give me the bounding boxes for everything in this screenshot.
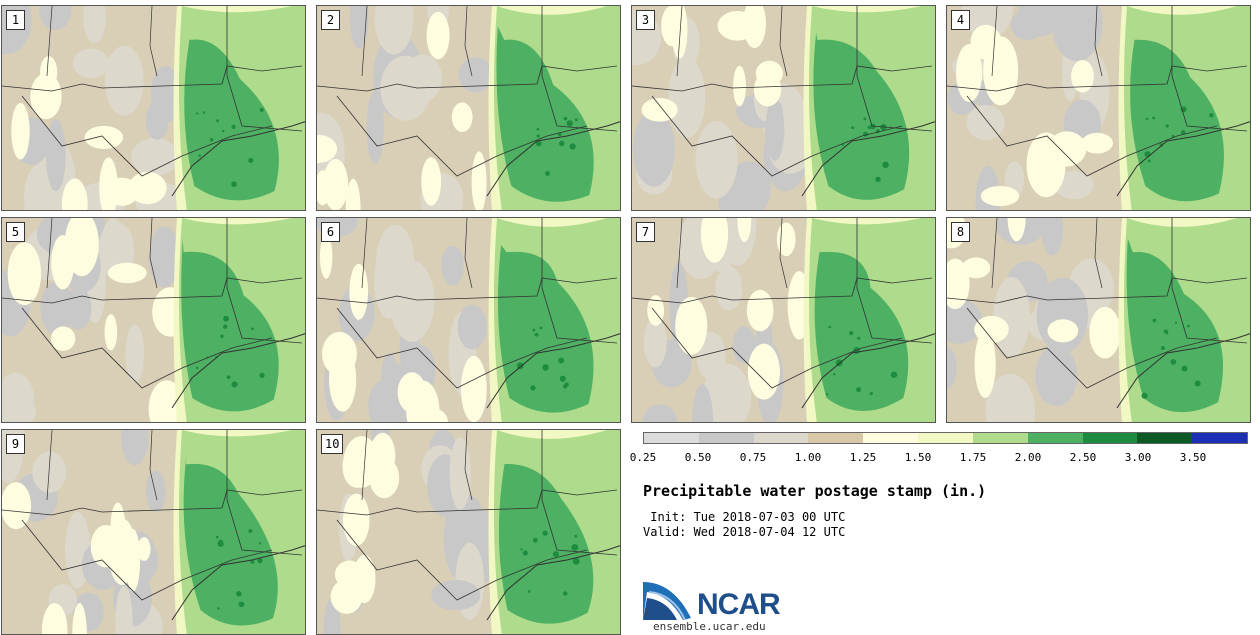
colorbar-tick-label: 2.00 <box>1014 451 1042 464</box>
valid-time: Valid: Wed 2018-07-04 12 UTC <box>643 525 846 539</box>
postage-stamp-panel: 8 <box>946 217 1251 423</box>
postage-stamp-panel: 1 <box>1 5 306 211</box>
panel-number-label: 9 <box>6 434 25 454</box>
colorbar-tick-label: 3.50 <box>1179 451 1207 464</box>
panel-number-label: 5 <box>6 222 25 242</box>
postage-stamp-panel: 4 <box>946 5 1251 211</box>
colorbar-swatch <box>972 433 1028 443</box>
colorbar-tick-label: 0.75 <box>739 451 767 464</box>
panel-number-label: 7 <box>636 222 655 242</box>
init-time: Init: Tue 2018-07-03 00 UTC <box>643 510 846 524</box>
precip-water-map <box>317 218 620 422</box>
colorbar-swatch <box>698 433 754 443</box>
panel-number-label: 1 <box>6 10 25 30</box>
precip-water-map <box>632 218 935 422</box>
colorbar <box>643 432 1248 444</box>
postage-stamp-panel: 3 <box>631 5 936 211</box>
colorbar-tick-label: 1.25 <box>849 451 877 464</box>
colorbar-tick-label: 0.25 <box>629 451 657 464</box>
colorbar-swatch <box>918 433 973 443</box>
precip-water-map <box>317 430 620 634</box>
postage-stamp-panel: 2 <box>316 5 621 211</box>
postage-stamp-panel: 9 <box>1 429 306 635</box>
precip-water-map <box>947 218 1250 422</box>
colorbar-tick-label: 1.75 <box>959 451 987 464</box>
panel-number-label: 10 <box>321 434 344 454</box>
precip-water-map <box>632 6 935 210</box>
colorbar-tick-label: 1.50 <box>904 451 932 464</box>
ncar-logo-icon <box>643 582 691 620</box>
postage-stamp-panel: 7 <box>631 217 936 423</box>
colorbar-swatch <box>863 433 919 443</box>
panel-number-label: 6 <box>321 222 340 242</box>
panel-number-label: 8 <box>951 222 970 242</box>
colorbar-tick-label: 3.00 <box>1124 451 1152 464</box>
precip-water-map <box>2 218 305 422</box>
colorbar-swatch <box>1082 433 1138 443</box>
site-url: ensemble.ucar.edu <box>653 620 766 633</box>
precip-water-map <box>317 6 620 210</box>
panel-number-label: 4 <box>951 10 970 30</box>
postage-stamp-panel: 6 <box>316 217 621 423</box>
colorbar-tick-label: 0.50 <box>684 451 712 464</box>
postage-stamp-panel: 5 <box>1 217 306 423</box>
panel-number-label: 2 <box>321 10 340 30</box>
colorbar-tick-label: 1.00 <box>794 451 822 464</box>
colorbar-swatch <box>1027 433 1083 443</box>
precip-water-map <box>2 430 305 634</box>
precip-water-map <box>947 6 1250 210</box>
colorbar-swatch <box>753 433 809 443</box>
chart-title: Precipitable water postage stamp (in.) <box>643 482 987 500</box>
colorbar-swatch <box>808 433 864 443</box>
precip-water-map <box>2 6 305 210</box>
ncar-logo-text: NCAR <box>697 588 781 621</box>
panel-number-label: 3 <box>636 10 655 30</box>
colorbar-swatch <box>1192 433 1247 443</box>
postage-stamp-panel: 10 <box>316 429 621 635</box>
colorbar-swatch <box>1137 433 1193 443</box>
colorbar-swatch <box>644 433 699 443</box>
colorbar-tick-label: 2.50 <box>1069 451 1097 464</box>
